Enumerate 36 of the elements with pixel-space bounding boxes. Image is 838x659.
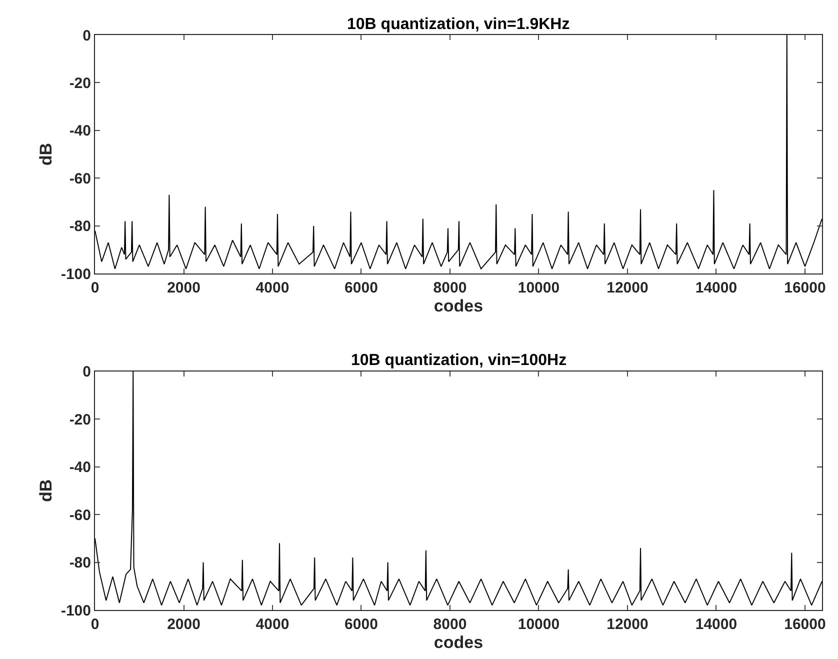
line-series <box>95 371 822 606</box>
x-tick-label: 12000 <box>606 280 648 297</box>
y-tick-label: -40 <box>69 122 91 140</box>
y-tick-label: -20 <box>69 74 91 92</box>
x-tick-label: 4000 <box>256 616 290 633</box>
y-tick-label: -20 <box>69 411 91 428</box>
x-tick-label: 10000 <box>518 616 560 633</box>
y-tick-label: -60 <box>69 506 91 524</box>
y-axis-title: dB <box>36 479 56 502</box>
x-tick-label: 16000 <box>784 280 826 297</box>
x-tick-label: 14000 <box>695 616 738 633</box>
x-tick-label: 6000 <box>344 280 378 297</box>
x-tick-label: 6000 <box>344 616 378 633</box>
x-tick-label: 10000 <box>518 280 560 297</box>
x-tick-label: 14000 <box>695 280 738 297</box>
x-tick-label: 8000 <box>433 616 467 633</box>
x-tick-label: 8000 <box>433 280 467 297</box>
line-series <box>95 35 822 270</box>
x-tick-label: 2000 <box>167 616 200 633</box>
y-tick-label: -40 <box>69 459 91 476</box>
y-tick-label: 0 <box>82 27 91 44</box>
x-tick-label: 12000 <box>606 616 648 633</box>
y-tick-label: -80 <box>69 218 91 236</box>
y-tick-label: -60 <box>69 170 91 188</box>
y-axis-title: dB <box>36 142 56 166</box>
y-tick-label: -100 <box>60 266 91 283</box>
chart-title: 10B quantization, vin=1.9KHz <box>347 16 570 33</box>
y-tick-label: -80 <box>69 554 91 572</box>
y-tick-label: 0 <box>82 364 91 381</box>
x-axis-title: codes <box>434 633 484 652</box>
x-tick-label: 2000 <box>167 280 200 297</box>
chart-title: 10B quantization, vin=100Hz <box>351 352 567 369</box>
x-axis-title: codes <box>434 296 484 316</box>
y-tick-label: -100 <box>60 602 91 620</box>
x-tick-label: 4000 <box>256 280 290 297</box>
x-tick-label: 16000 <box>784 616 826 633</box>
